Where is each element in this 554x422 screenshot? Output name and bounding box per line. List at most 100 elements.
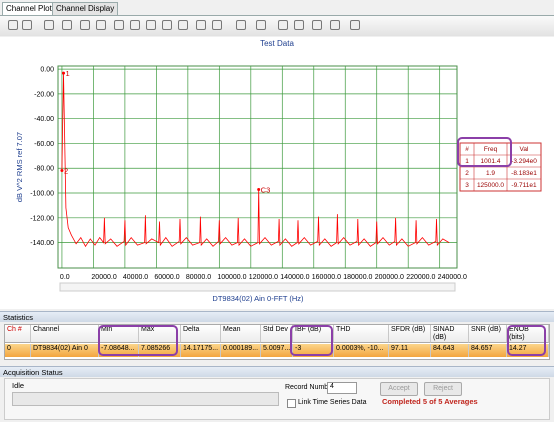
record-input[interactable]: 4	[327, 382, 357, 394]
highlight	[457, 137, 512, 167]
table-cell: -7.08648...	[99, 344, 139, 357]
toolbar-icon[interactable]	[96, 20, 106, 30]
y-tick-label: -20.00	[34, 91, 54, 98]
y-tick-label: 0.00	[40, 67, 54, 74]
cursor-cell: -3.294e0	[511, 158, 537, 165]
y-tick-label: -100.00	[30, 191, 54, 198]
cursor-header: Freq	[484, 146, 498, 153]
panel-header: Statistics	[0, 311, 554, 322]
table-header: ENOB (bits)	[507, 325, 549, 343]
highlight	[507, 325, 546, 356]
table-header: SNR (dB)	[469, 325, 507, 343]
toolbar-icon[interactable]	[278, 20, 288, 30]
table-header: Ch #	[5, 325, 31, 343]
toolbar-icon[interactable]	[294, 20, 304, 30]
toolbar-icon[interactable]	[80, 20, 90, 30]
toolbar-icon[interactable]	[8, 20, 18, 30]
scrollbar[interactable]	[59, 282, 456, 292]
x-tick-label: 220000.0	[406, 274, 435, 281]
status-message: Completed 5 of 5 Averages	[382, 397, 478, 406]
divider	[0, 15, 554, 16]
checkbox-label: Link Time Series Data	[298, 399, 367, 406]
spectrum-line	[61, 73, 450, 248]
status-text: Idle	[12, 381, 25, 390]
chart: Test Data dB V^2 RMS ref 7.07 DT9834(02)…	[15, 39, 542, 303]
table-cell: 0	[5, 344, 31, 357]
reject-button[interactable]: Reject	[424, 382, 462, 396]
cursor-cell: -9.711e1	[511, 182, 537, 189]
x-tick-label: 160000.0	[312, 274, 341, 281]
toolbar-icon[interactable]	[162, 20, 172, 30]
toolbar-icon[interactable]	[350, 20, 360, 30]
toolbar-icon[interactable]	[212, 20, 222, 30]
toolbar-icon[interactable]	[256, 20, 266, 30]
table-cell: 14.17175...	[181, 344, 221, 357]
x-tick-label: 80000.0	[186, 274, 211, 281]
marker-point	[257, 187, 261, 191]
chart-title: Test Data	[260, 39, 294, 48]
x-tick-label: 40000.0	[123, 274, 148, 281]
x-tick-label: 0.0	[60, 274, 70, 281]
y-tick-label: -40.00	[34, 116, 54, 123]
cursor-header: #	[465, 146, 469, 153]
panel-header: Acquisition Status	[0, 366, 554, 377]
checkbox[interactable]	[287, 399, 296, 408]
accept-button[interactable]: Accept	[380, 382, 418, 396]
table-cell: DT9834(02) Ain 0	[31, 344, 99, 357]
statistics-table: Ch # Channel Min Max Delta Mean Std Dev IBF (dB…	[4, 324, 550, 360]
table-cell: 97.11	[389, 344, 431, 357]
highlight	[98, 325, 178, 356]
table-header: SFDR (dB)	[389, 325, 431, 343]
toolbar-icon[interactable]	[178, 20, 188, 30]
table-header: Mean	[221, 325, 261, 343]
highlight	[290, 325, 333, 356]
toolbar-icon[interactable]	[62, 20, 72, 30]
toolbar-icon[interactable]	[114, 20, 124, 30]
table-cell: 0.000189...	[221, 344, 261, 357]
y-tick-label: -140.00	[30, 240, 54, 247]
marker-point	[62, 71, 66, 75]
cursor-cell: 125000.0	[477, 182, 504, 189]
x-tick-label: 100000.0	[217, 274, 246, 281]
cursor-cell: 2	[465, 170, 469, 177]
toolbar-icon[interactable]	[130, 20, 140, 30]
cursor-cell: 1.9	[486, 170, 495, 177]
table-cell: 14.27	[507, 344, 549, 357]
tab[interactable]: Channel Plot	[2, 2, 56, 15]
toolbar-icon[interactable]	[236, 20, 246, 30]
table-header: SINAD (dB)	[431, 325, 469, 343]
marker-point	[60, 169, 64, 173]
x-tick-label: 120000.0	[249, 274, 278, 281]
table-cell: 0.0003%, -10...	[334, 344, 389, 357]
x-tick-label: 180000.0	[343, 274, 372, 281]
toolbar-icon[interactable]	[146, 20, 156, 30]
table-cell: 84.643	[431, 344, 469, 357]
progress-bar	[12, 392, 279, 406]
toolbar-icon[interactable]	[312, 20, 322, 30]
tab[interactable]: Channel Display	[52, 2, 119, 15]
table-header: Min	[99, 325, 139, 343]
cursor-cell: 1001.4	[481, 158, 501, 165]
x-axis-label: DT9834(02) Ain 0-FFT (Hz)	[212, 294, 304, 303]
plot-area	[57, 65, 458, 269]
toolbar-icon[interactable]	[22, 20, 32, 30]
record-label: Record Number	[285, 384, 335, 391]
table-header: IBF (dB)	[293, 325, 334, 343]
y-tick-label: -80.00	[34, 166, 54, 173]
toolbar-icon[interactable]	[196, 20, 206, 30]
table-header: Std Dev	[261, 325, 293, 343]
table-cell: -3	[293, 344, 334, 357]
x-tick-label: 20000.0	[91, 274, 116, 281]
marker-label: 1	[66, 69, 70, 78]
cursor-header: Val	[520, 146, 529, 153]
y-tick-label: -120.00	[30, 215, 54, 222]
table-header: Delta	[181, 325, 221, 343]
x-tick-label: 140000.0	[280, 274, 309, 281]
toolbar-icon[interactable]	[44, 20, 54, 30]
y-axis-label: dB V^2 RMS ref 7.07	[15, 132, 24, 202]
x-tick-label: 200000.0	[375, 274, 404, 281]
toolbar-icon[interactable]	[330, 20, 340, 30]
x-tick-label: 240000.0	[438, 274, 467, 281]
cursor-cell: 1	[465, 158, 469, 165]
